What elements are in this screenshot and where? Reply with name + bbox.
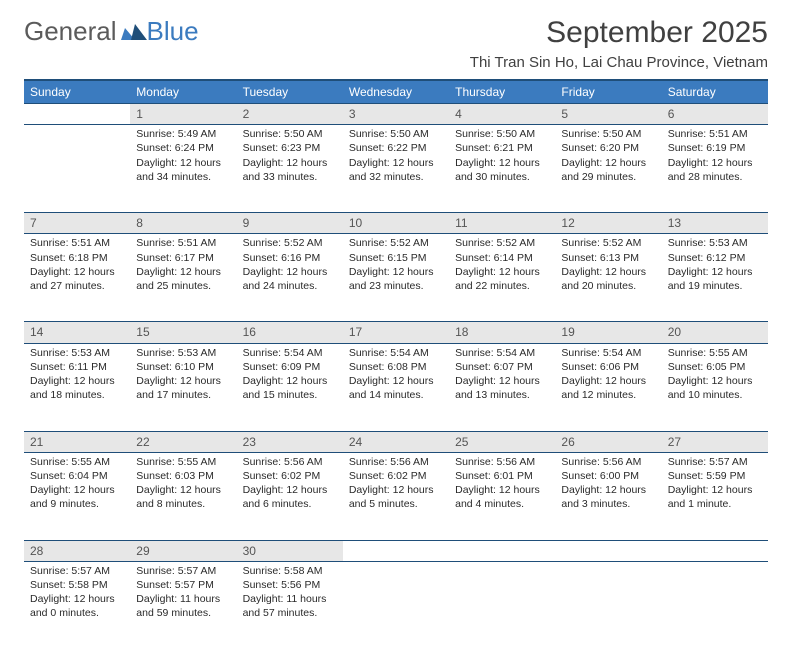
day-number (555, 540, 661, 561)
logo-text-blue: Blue (147, 16, 199, 47)
day-number: 14 (24, 322, 130, 343)
day-cell: Sunrise: 5:56 AMSunset: 6:00 PMDaylight:… (555, 452, 661, 540)
day-cell (555, 561, 661, 649)
day-content-row: Sunrise: 5:53 AMSunset: 6:11 PMDaylight:… (24, 343, 768, 431)
header: General Blue September 2025 Thi Tran Sin… (24, 16, 768, 71)
day-number: 10 (343, 213, 449, 234)
day-cell: Sunrise: 5:58 AMSunset: 5:56 PMDaylight:… (237, 561, 343, 649)
day-number (449, 540, 555, 561)
day-number: 26 (555, 431, 661, 452)
day-number: 13 (662, 213, 768, 234)
day-number (343, 540, 449, 561)
day-cell: Sunrise: 5:54 AMSunset: 6:08 PMDaylight:… (343, 343, 449, 431)
day-number: 18 (449, 322, 555, 343)
day-cell (662, 561, 768, 649)
day-cell: Sunrise: 5:50 AMSunset: 6:20 PMDaylight:… (555, 125, 661, 213)
weekday-header: Saturday (662, 80, 768, 104)
day-cell: Sunrise: 5:55 AMSunset: 6:04 PMDaylight:… (24, 452, 130, 540)
logo-mark-icon (121, 16, 147, 47)
day-cell: Sunrise: 5:52 AMSunset: 6:14 PMDaylight:… (449, 234, 555, 322)
day-number (24, 104, 130, 125)
page-title: September 2025 (470, 16, 768, 50)
day-cell: Sunrise: 5:52 AMSunset: 6:13 PMDaylight:… (555, 234, 661, 322)
day-number: 7 (24, 213, 130, 234)
day-cell: Sunrise: 5:53 AMSunset: 6:11 PMDaylight:… (24, 343, 130, 431)
day-content-row: Sunrise: 5:55 AMSunset: 6:04 PMDaylight:… (24, 452, 768, 540)
day-number: 3 (343, 104, 449, 125)
day-number: 19 (555, 322, 661, 343)
weekday-header: Wednesday (343, 80, 449, 104)
day-content-row: Sunrise: 5:57 AMSunset: 5:58 PMDaylight:… (24, 561, 768, 649)
day-number: 25 (449, 431, 555, 452)
day-number-row: 282930 (24, 540, 768, 561)
day-number: 4 (449, 104, 555, 125)
day-cell: Sunrise: 5:50 AMSunset: 6:21 PMDaylight:… (449, 125, 555, 213)
day-cell: Sunrise: 5:55 AMSunset: 6:03 PMDaylight:… (130, 452, 236, 540)
weekday-header: Thursday (449, 80, 555, 104)
day-cell (343, 561, 449, 649)
weekday-header-row: SundayMondayTuesdayWednesdayThursdayFrid… (24, 80, 768, 104)
day-number-row: 123456 (24, 104, 768, 125)
calendar-table: SundayMondayTuesdayWednesdayThursdayFrid… (24, 79, 768, 649)
day-cell: Sunrise: 5:56 AMSunset: 6:02 PMDaylight:… (237, 452, 343, 540)
day-number: 5 (555, 104, 661, 125)
day-number: 16 (237, 322, 343, 343)
day-number: 21 (24, 431, 130, 452)
day-cell: Sunrise: 5:57 AMSunset: 5:58 PMDaylight:… (24, 561, 130, 649)
day-number: 2 (237, 104, 343, 125)
day-content-row: Sunrise: 5:51 AMSunset: 6:18 PMDaylight:… (24, 234, 768, 322)
day-cell: Sunrise: 5:57 AMSunset: 5:57 PMDaylight:… (130, 561, 236, 649)
location-text: Thi Tran Sin Ho, Lai Chau Province, Viet… (470, 54, 768, 71)
day-number: 23 (237, 431, 343, 452)
day-number-row: 78910111213 (24, 213, 768, 234)
day-cell: Sunrise: 5:56 AMSunset: 6:02 PMDaylight:… (343, 452, 449, 540)
day-cell: Sunrise: 5:50 AMSunset: 6:22 PMDaylight:… (343, 125, 449, 213)
day-content-row: Sunrise: 5:49 AMSunset: 6:24 PMDaylight:… (24, 125, 768, 213)
day-number: 15 (130, 322, 236, 343)
day-cell: Sunrise: 5:53 AMSunset: 6:12 PMDaylight:… (662, 234, 768, 322)
day-number: 6 (662, 104, 768, 125)
day-number-row: 14151617181920 (24, 322, 768, 343)
day-cell (449, 561, 555, 649)
day-number: 20 (662, 322, 768, 343)
day-number: 12 (555, 213, 661, 234)
day-cell: Sunrise: 5:52 AMSunset: 6:15 PMDaylight:… (343, 234, 449, 322)
day-number: 29 (130, 540, 236, 561)
title-block: September 2025 Thi Tran Sin Ho, Lai Chau… (470, 16, 768, 71)
day-cell: Sunrise: 5:56 AMSunset: 6:01 PMDaylight:… (449, 452, 555, 540)
day-cell: Sunrise: 5:51 AMSunset: 6:17 PMDaylight:… (130, 234, 236, 322)
day-number: 1 (130, 104, 236, 125)
day-cell: Sunrise: 5:52 AMSunset: 6:16 PMDaylight:… (237, 234, 343, 322)
weekday-header: Monday (130, 80, 236, 104)
day-number: 8 (130, 213, 236, 234)
day-number: 30 (237, 540, 343, 561)
logo: General Blue (24, 16, 199, 47)
day-number: 27 (662, 431, 768, 452)
day-cell: Sunrise: 5:49 AMSunset: 6:24 PMDaylight:… (130, 125, 236, 213)
day-cell: Sunrise: 5:54 AMSunset: 6:06 PMDaylight:… (555, 343, 661, 431)
logo-text-general: General (24, 16, 117, 47)
day-cell: Sunrise: 5:54 AMSunset: 6:09 PMDaylight:… (237, 343, 343, 431)
day-number: 17 (343, 322, 449, 343)
day-number: 11 (449, 213, 555, 234)
weekday-header: Tuesday (237, 80, 343, 104)
day-cell: Sunrise: 5:53 AMSunset: 6:10 PMDaylight:… (130, 343, 236, 431)
day-number: 24 (343, 431, 449, 452)
day-cell: Sunrise: 5:51 AMSunset: 6:18 PMDaylight:… (24, 234, 130, 322)
weekday-header: Friday (555, 80, 661, 104)
day-cell: Sunrise: 5:55 AMSunset: 6:05 PMDaylight:… (662, 343, 768, 431)
day-number: 9 (237, 213, 343, 234)
day-cell: Sunrise: 5:54 AMSunset: 6:07 PMDaylight:… (449, 343, 555, 431)
day-cell: Sunrise: 5:50 AMSunset: 6:23 PMDaylight:… (237, 125, 343, 213)
day-number-row: 21222324252627 (24, 431, 768, 452)
day-cell (24, 125, 130, 213)
day-cell: Sunrise: 5:51 AMSunset: 6:19 PMDaylight:… (662, 125, 768, 213)
day-number (662, 540, 768, 561)
day-number: 28 (24, 540, 130, 561)
weekday-header: Sunday (24, 80, 130, 104)
day-number: 22 (130, 431, 236, 452)
day-cell: Sunrise: 5:57 AMSunset: 5:59 PMDaylight:… (662, 452, 768, 540)
